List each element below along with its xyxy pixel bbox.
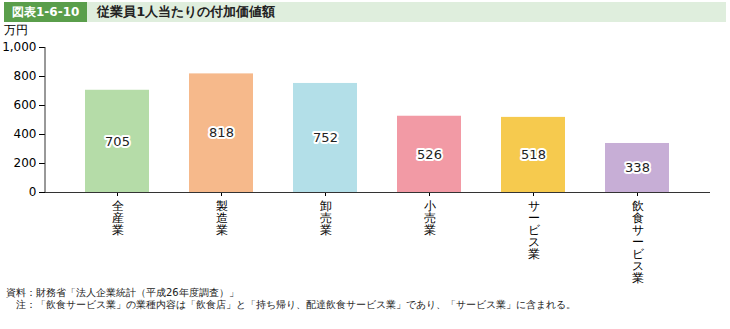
svg-text:400: 400 <box>14 127 37 141</box>
svg-text:526: 526 <box>417 147 442 162</box>
html-text:図表1-6-10: 図表1-6-10 <box>12 5 80 19</box>
svg-text:サービス業: サービス業 <box>528 199 541 261</box>
html-text:注：「飲食サービス業」の業種内容は「飲食店」と「持ち帰り、配: 注：「飲食サービス業」の業種内容は「飲食店」と「持ち帰り、配達飲食サービス業」で… <box>6 299 576 310</box>
html-text:従業員1人当たりの付加価値額: 従業員1人当たりの付加価値額 <box>97 4 276 19</box>
html-text:資料：財務省「法人企業統計（平成26年度調査）」: 資料：財務省「法人企業統計（平成26年度調査）」 <box>6 287 239 298</box>
svg-text:518: 518 <box>521 147 546 162</box>
svg-text:600: 600 <box>14 98 37 112</box>
svg-text:1,000: 1,000 <box>2 40 36 54</box>
svg-text:万円: 万円 <box>4 23 28 37</box>
svg-text:338: 338 <box>625 160 650 175</box>
svg-text:卸売業: 卸売業 <box>320 199 332 237</box>
svg-text:752: 752 <box>313 130 338 145</box>
svg-text:800: 800 <box>14 69 37 83</box>
svg-text:製造業: 製造業 <box>216 199 228 237</box>
svg-text:飲食サービス業: 飲食サービス業 <box>632 199 645 285</box>
svg-text:818: 818 <box>209 125 234 140</box>
svg-text:小売業: 小売業 <box>424 199 436 237</box>
svg-text:全産業: 全産業 <box>112 199 124 237</box>
svg-text:200: 200 <box>14 156 37 170</box>
svg-text:705: 705 <box>105 134 130 149</box>
svg-text:0: 0 <box>29 185 37 199</box>
